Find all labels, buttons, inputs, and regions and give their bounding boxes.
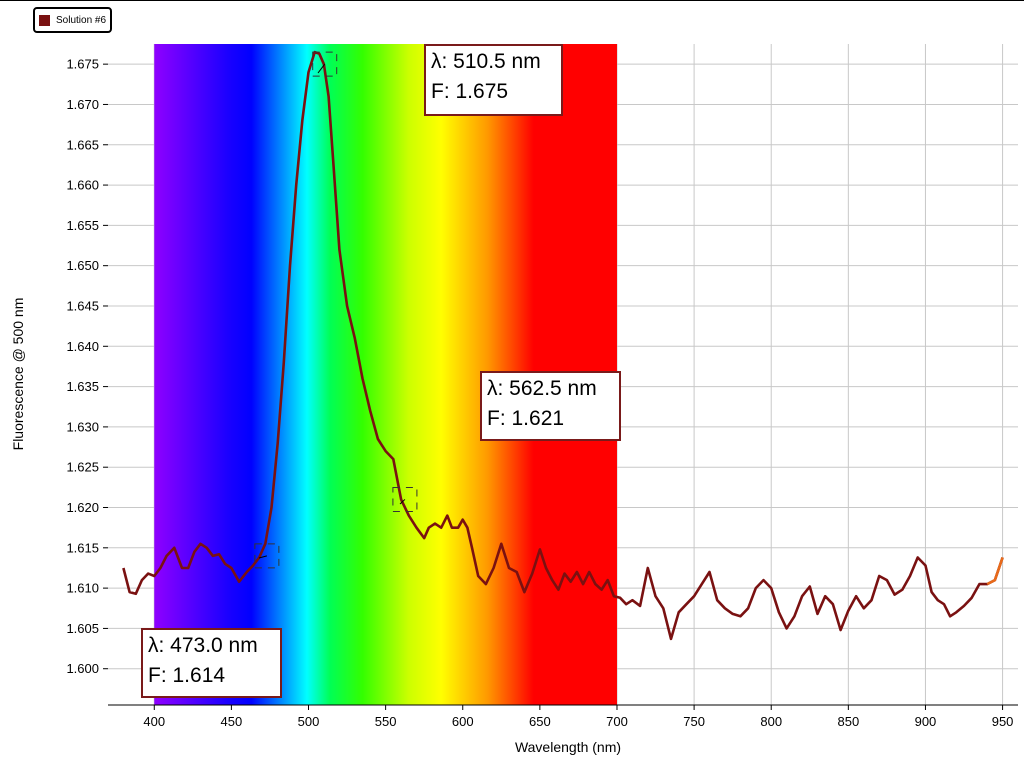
y-tick-label: 1.665: [66, 137, 99, 152]
annotation-fluorescence: F: 1.614: [148, 664, 226, 687]
y-tick-label: 1.625: [66, 460, 99, 475]
y-tick-label: 1.610: [66, 581, 99, 596]
annotation-leader: [317, 63, 326, 74]
x-tick-label: 550: [375, 714, 397, 729]
x-tick-label: 500: [298, 714, 320, 729]
annotation-wavelength: λ: 562.5 nm: [487, 377, 597, 400]
y-tick-label: 1.655: [66, 218, 99, 233]
annotation-box[interactable]: λ: 473.0 nm F: 1.614: [141, 628, 282, 698]
annotation-marker: [312, 51, 338, 77]
x-tick-label: 600: [452, 714, 474, 729]
annotation-fluorescence: F: 1.621: [487, 407, 565, 430]
x-tick-label: 750: [683, 714, 705, 729]
x-tick-label: 850: [837, 714, 859, 729]
series-layer: [122, 50, 1004, 641]
top-border: [0, 0, 1024, 1]
annotation-marker: [254, 543, 280, 569]
legend[interactable]: Solution #6: [33, 7, 112, 33]
annotation-box[interactable]: λ: 562.5 nm F: 1.621: [480, 371, 621, 441]
series-line[interactable]: [122, 50, 1004, 641]
x-tick-label: 800: [760, 714, 782, 729]
annotation-marker: [392, 486, 418, 512]
y-axis-title: Fluorescence @ 500 nm: [10, 298, 26, 451]
y-tick-label: 1.635: [66, 379, 99, 394]
y-tick-label: 1.640: [66, 339, 99, 354]
y-tick-label: 1.660: [66, 178, 99, 193]
y-tick-label: 1.650: [66, 258, 99, 273]
axes: 400 450 500 550 600 650 700 750 800 850 900 950 1.60…: [66, 57, 1018, 729]
x-tick-label: 700: [606, 714, 628, 729]
y-tick-label: 1.645: [66, 298, 99, 313]
y-tick-label: 1.620: [66, 500, 99, 515]
x-tick-label: 650: [529, 714, 551, 729]
y-tick-label: 1.600: [66, 661, 99, 676]
x-tick-label: 950: [992, 714, 1014, 729]
y-tick-label: 1.675: [66, 57, 99, 72]
annotation-leader: [399, 499, 406, 505]
y-tick-label: 1.670: [66, 97, 99, 112]
x-axis-title: Wavelength (nm): [515, 739, 621, 755]
annotation-fluorescence: F: 1.675: [431, 80, 509, 103]
callout-leaders: [254, 51, 418, 569]
annotation-wavelength: λ: 510.5 nm: [431, 50, 541, 73]
annotation-wavelength: λ: 473.0 nm: [148, 634, 258, 657]
x-tick-label: 400: [143, 714, 165, 729]
y-tick-label: 1.615: [66, 540, 99, 555]
y-tick-label: 1.605: [66, 621, 99, 636]
x-tick-label: 900: [915, 714, 937, 729]
annotation-box[interactable]: λ: 510.5 nm F: 1.675: [424, 44, 563, 116]
x-tick-label: 450: [221, 714, 243, 729]
annotation-leader: [258, 555, 267, 559]
series-cursor-segment: [986, 557, 1004, 586]
legend-swatch: [39, 14, 50, 26]
legend-label: Solution #6: [56, 14, 107, 26]
y-tick-label: 1.630: [66, 419, 99, 434]
